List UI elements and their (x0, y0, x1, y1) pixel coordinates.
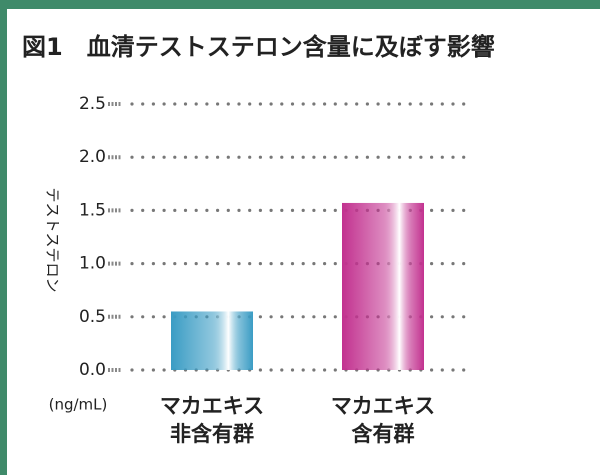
frame-left (0, 0, 7, 475)
y-tick-label: 1.5 (79, 200, 106, 220)
x-tick-label: マカエキス (160, 394, 264, 418)
unit-label: (ng/mL) (49, 396, 108, 414)
y-axis-label: テストステロン (44, 187, 62, 292)
x-tick-label: マカエキス (331, 394, 435, 418)
y-tick-label: 2.0 (79, 147, 106, 167)
y-tick-label: 2.5 (79, 94, 106, 114)
x-tick-label: 含有群 (352, 422, 415, 446)
bar (171, 311, 253, 370)
y-tick-label: 0.5 (79, 307, 106, 327)
bar (342, 202, 424, 370)
x-tick-label: 非含有群 (170, 422, 254, 446)
frame-top (0, 0, 600, 9)
y-tick-label: 0.0 (79, 360, 106, 380)
chart-title: 図1 血清テストステロン含量に及ぼす影響 (22, 33, 495, 61)
y-tick-label: 1.0 (79, 254, 106, 274)
